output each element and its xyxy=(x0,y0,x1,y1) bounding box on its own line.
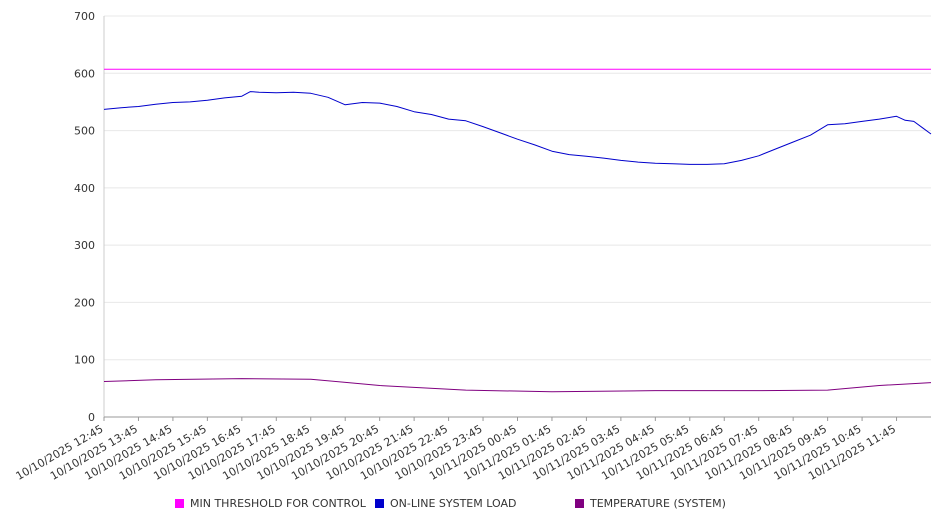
legend-label-system-load: ON-LINE SYSTEM LOAD xyxy=(390,497,517,510)
legend-item-min-threshold[interactable]: MIN THRESHOLD FOR CONTROL xyxy=(175,497,366,510)
chart-legend: MIN THRESHOLD FOR CONTROL ON-LINE SYSTEM… xyxy=(0,497,946,517)
legend-swatch-temperature xyxy=(575,499,584,508)
legend-label-temperature: TEMPERATURE (SYSTEM) xyxy=(590,497,726,510)
legend-label-min-threshold: MIN THRESHOLD FOR CONTROL xyxy=(190,497,366,510)
legend-swatch-min-threshold xyxy=(175,499,184,508)
y-tick-label: 500 xyxy=(74,125,95,138)
legend-swatch-system-load xyxy=(375,499,384,508)
y-tick-label: 100 xyxy=(74,354,95,367)
y-tick-label: 600 xyxy=(74,67,95,80)
system-load-line xyxy=(103,91,932,165)
grid-layer xyxy=(104,15,931,361)
y-tick-label: 400 xyxy=(74,182,95,195)
y-tick-label: 300 xyxy=(74,239,95,252)
series-layer xyxy=(103,68,932,393)
legend-item-temperature[interactable]: TEMPERATURE (SYSTEM) xyxy=(575,497,726,510)
axis-layer xyxy=(103,16,931,421)
y-tick-label: 0 xyxy=(88,411,95,424)
y-tick-label: 700 xyxy=(74,10,95,23)
legend-item-system-load[interactable]: ON-LINE SYSTEM LOAD xyxy=(375,497,516,510)
y-tick-label: 200 xyxy=(74,296,95,309)
temperature-line xyxy=(103,378,932,393)
